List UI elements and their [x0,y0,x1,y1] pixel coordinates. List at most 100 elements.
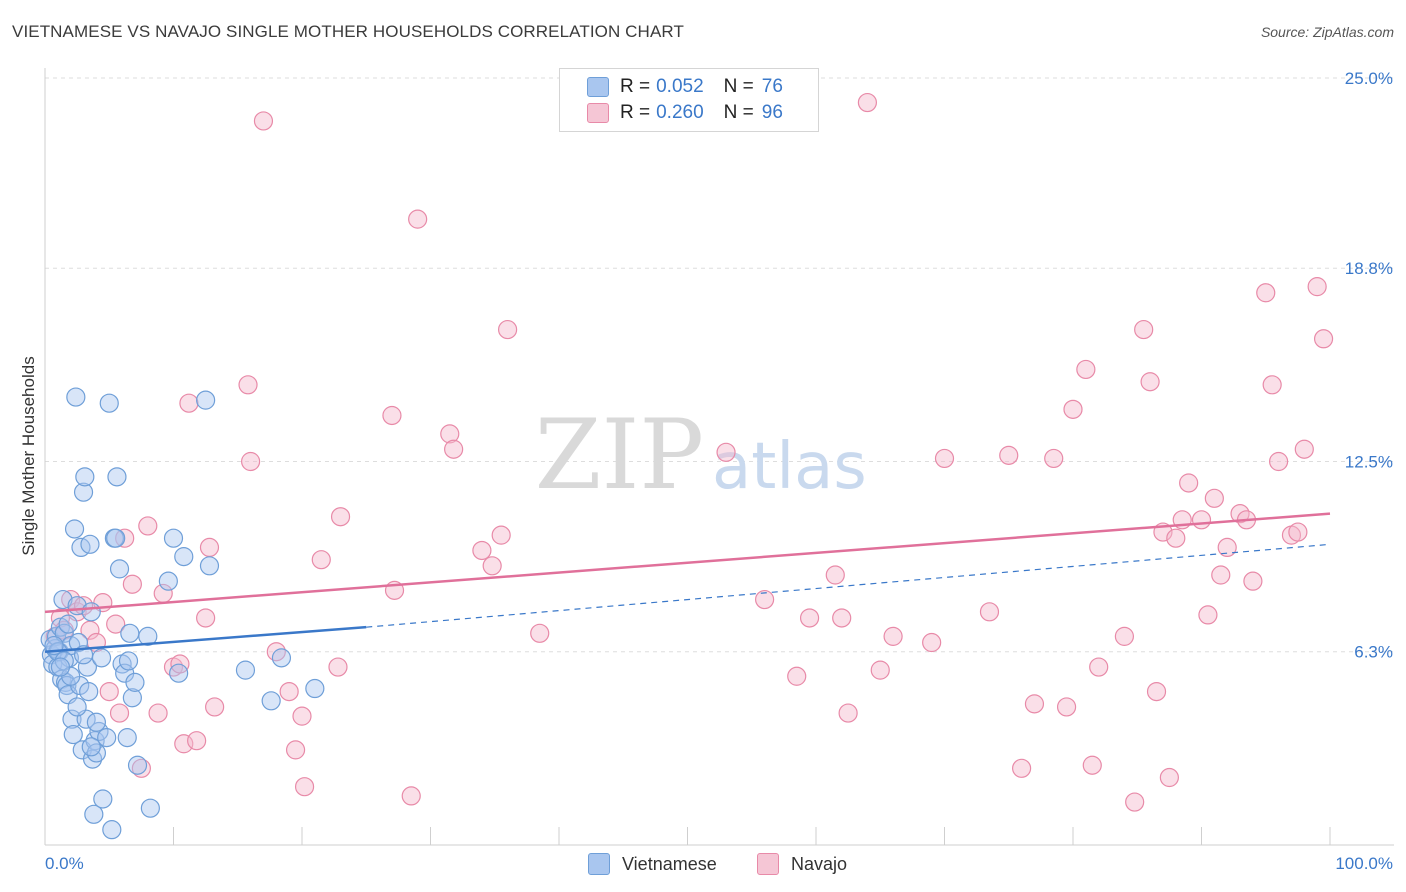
vietnamese-point [199,556,220,576]
navajo-point [825,565,845,585]
navajo-point [1179,473,1199,493]
legend-n-label: N = [723,102,754,123]
navajo-point [187,731,207,751]
navajo-point [1024,694,1045,714]
navajo-point [1076,359,1096,380]
navajo-point [1011,758,1032,778]
y-tick-label: 18.8% [1345,259,1393,278]
navajo-point [1166,528,1186,548]
navajo-point [1243,571,1263,591]
navajo-point [440,424,460,444]
legend-r-value: 0.052 [656,76,704,97]
navajo-point [472,540,492,561]
navajo-point [1089,657,1109,677]
vietnamese-trend-line [44,625,367,653]
navajo-point [1268,451,1289,472]
navajo-point [1204,488,1224,508]
vietnamese-point [163,528,184,548]
vietnamese-point [127,755,148,775]
legend-swatch-blue [587,77,609,97]
legend-row-vietnamese: R = 0.052 N = 76 [587,75,783,99]
vietnamese-point [58,614,78,634]
vietnamese-point [86,743,107,763]
navajo-point [138,516,158,536]
navajo-point [1044,448,1064,469]
vietnamese-point [169,663,189,683]
vietnamese-point [81,602,101,622]
navajo-point [292,706,312,726]
axis-layer: 6.3% 12.5% 18.8% 25.0% 0.0% 100.0% [44,68,1394,873]
navajo-point [1114,626,1135,646]
navajo-point [716,442,736,462]
vietnamese-point [235,660,256,680]
bottom-legend-navajo: Navajo [757,851,847,877]
navajo-point [1211,565,1231,585]
vietnamese-point [271,648,292,668]
trend-lines [44,512,1331,653]
vietnamese-point [80,534,100,554]
vietnamese-point [117,728,137,748]
y-axis-label: Single Mother Households [19,356,38,555]
navajo-point [205,697,225,717]
vietnamese-point [196,390,216,410]
legend-r-label: R = [620,76,651,97]
navajo-point [279,681,299,702]
vietnamese-points [40,387,325,840]
vietnamese-point [62,709,82,729]
vietnamese-point [63,724,83,745]
vietnamese-point [120,623,140,643]
vietnamese-point [64,519,85,539]
vietnamese-point [68,632,89,653]
x-tick-label: 100.0% [1335,854,1393,873]
navajo-point [330,507,351,527]
vietnamese-point [53,589,73,610]
navajo-point [401,786,421,806]
vietnamese-point [97,728,117,748]
legend-r-label: R = [620,102,651,123]
vietnamese-point [305,678,325,699]
navajo-point [1256,283,1276,303]
navajo-point [1307,277,1327,297]
vietnamese-point [79,681,99,702]
bottom-legend-swatch-blue [588,853,610,875]
navajo-point [285,740,306,760]
navajo-point [934,448,955,469]
navajo-point [491,525,511,545]
navajo-point [787,666,807,686]
vietnamese-point [107,467,127,487]
navajo-trend-line [44,512,1331,614]
navajo-point [241,451,261,472]
watermark-zip: ZIP [535,399,704,511]
navajo-point [498,319,518,340]
navajo-point [857,92,878,113]
navajo-point [1294,439,1314,459]
navajo-point [883,626,903,646]
navajo-point [328,657,348,677]
vietnamese-point [66,387,86,407]
navajo-point [754,589,775,610]
navajo-point [1262,375,1282,395]
legend-n-value: 96 [761,102,783,123]
navajo-point [838,703,858,723]
vietnamese-point [73,482,94,502]
vietnamese-point [140,798,160,818]
navajo-point [408,209,428,229]
navajo-point [1198,605,1218,625]
vietnamese-point [81,737,101,757]
vietnamese-point [77,657,98,677]
vietnamese-point [125,672,145,692]
navajo-point [199,537,220,558]
chart-title: VIETNAMESE VS NAVAJO SINGLE MOTHER HOUSE… [12,22,684,41]
vietnamese-point [109,559,130,579]
x-tick-label: 0.0% [45,854,84,873]
legend-n-value: 76 [761,76,783,97]
navajo-point [999,445,1019,465]
vietnamese-point [261,691,281,711]
vietnamese-point [99,393,119,413]
navajo-point [1125,792,1145,812]
navajo-point [294,777,315,797]
vietnamese-point [50,657,71,677]
navajo-point [1063,399,1083,419]
bottom-legend-label: Vietnamese [622,853,717,874]
